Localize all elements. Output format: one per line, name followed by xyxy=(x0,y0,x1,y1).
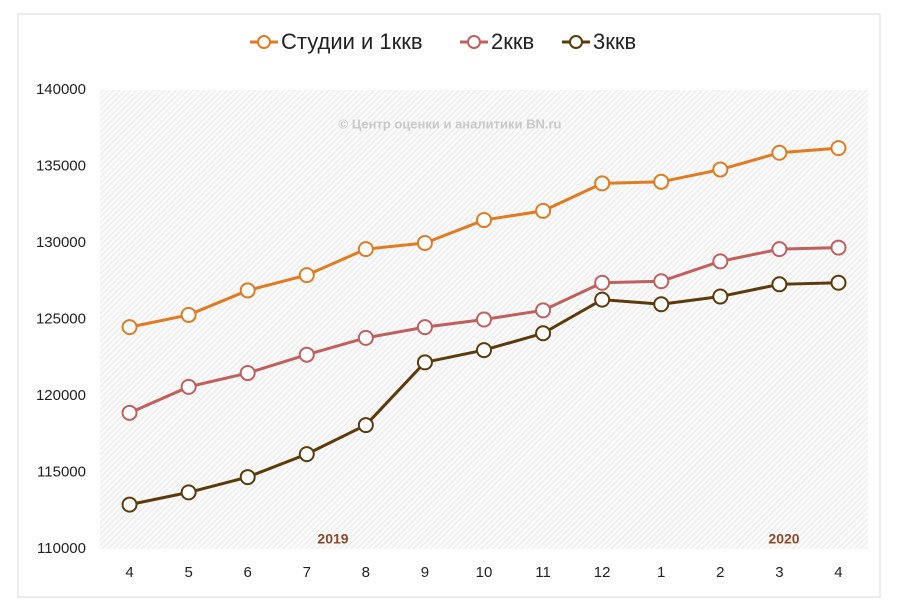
point xyxy=(121,404,138,421)
point xyxy=(476,342,492,359)
x-tick-label: 11 xyxy=(535,564,551,581)
point xyxy=(594,175,611,192)
x-tick-label: 4 xyxy=(125,564,133,581)
point xyxy=(357,241,374,258)
point xyxy=(121,319,138,336)
x-tick-label: 8 xyxy=(362,564,370,581)
point xyxy=(476,212,492,229)
legend-marker xyxy=(257,35,271,49)
y-tick-label: 110000 xyxy=(37,540,86,557)
point xyxy=(298,346,315,363)
point xyxy=(535,202,552,219)
x-tick-label: 10 xyxy=(476,564,493,581)
point xyxy=(653,273,670,290)
x-tick-label: 12 xyxy=(594,564,611,581)
point xyxy=(830,239,847,256)
annotation: 2019 xyxy=(317,531,348,547)
y-tick-label: 130000 xyxy=(36,234,86,251)
point xyxy=(535,302,552,319)
point xyxy=(416,319,433,336)
x-tick-label: 4 xyxy=(834,564,842,581)
x-tick-label: 2 xyxy=(716,564,724,581)
point xyxy=(830,274,847,291)
point xyxy=(653,173,670,190)
y-tick-label: 135000 xyxy=(36,157,86,174)
point xyxy=(357,329,374,346)
point xyxy=(771,241,788,258)
point xyxy=(298,446,315,463)
x-tick-label: 6 xyxy=(244,564,252,581)
legend-marker xyxy=(569,35,583,49)
legend-label: 2ккв xyxy=(491,29,534,54)
annotation: 2020 xyxy=(768,531,799,547)
point xyxy=(594,274,611,291)
point xyxy=(239,282,256,299)
point xyxy=(771,144,788,161)
x-tick-label: 3 xyxy=(775,564,783,581)
point xyxy=(180,306,197,323)
x-tick-label: 1 xyxy=(657,564,665,581)
point xyxy=(712,288,729,305)
x-tick-label: 9 xyxy=(421,564,429,581)
point xyxy=(239,365,256,382)
legend-label: Студии и 1ккв xyxy=(281,29,423,54)
point xyxy=(653,296,670,313)
point xyxy=(180,378,197,395)
point xyxy=(357,417,374,434)
y-tick-label: 125000 xyxy=(36,310,86,327)
x-tick-label: 7 xyxy=(303,564,311,581)
point xyxy=(121,496,138,513)
x-tick-label: 5 xyxy=(184,564,192,581)
y-tick-label: 140000 xyxy=(36,81,86,98)
point xyxy=(830,140,847,157)
y-tick-label: 120000 xyxy=(36,387,86,404)
point xyxy=(239,469,256,486)
point xyxy=(416,354,433,371)
point xyxy=(771,276,788,293)
point xyxy=(298,267,315,284)
point xyxy=(180,484,197,501)
legend-label: 3ккв xyxy=(593,29,636,54)
y-tick-label: 115000 xyxy=(37,463,86,480)
legend-marker xyxy=(467,35,481,49)
point xyxy=(712,161,729,178)
annotation: © Центр оценки и аналитики BN.ru xyxy=(339,116,562,131)
point xyxy=(476,311,492,328)
point xyxy=(712,253,729,270)
point xyxy=(535,325,552,342)
point xyxy=(416,235,433,251)
point xyxy=(594,291,611,308)
